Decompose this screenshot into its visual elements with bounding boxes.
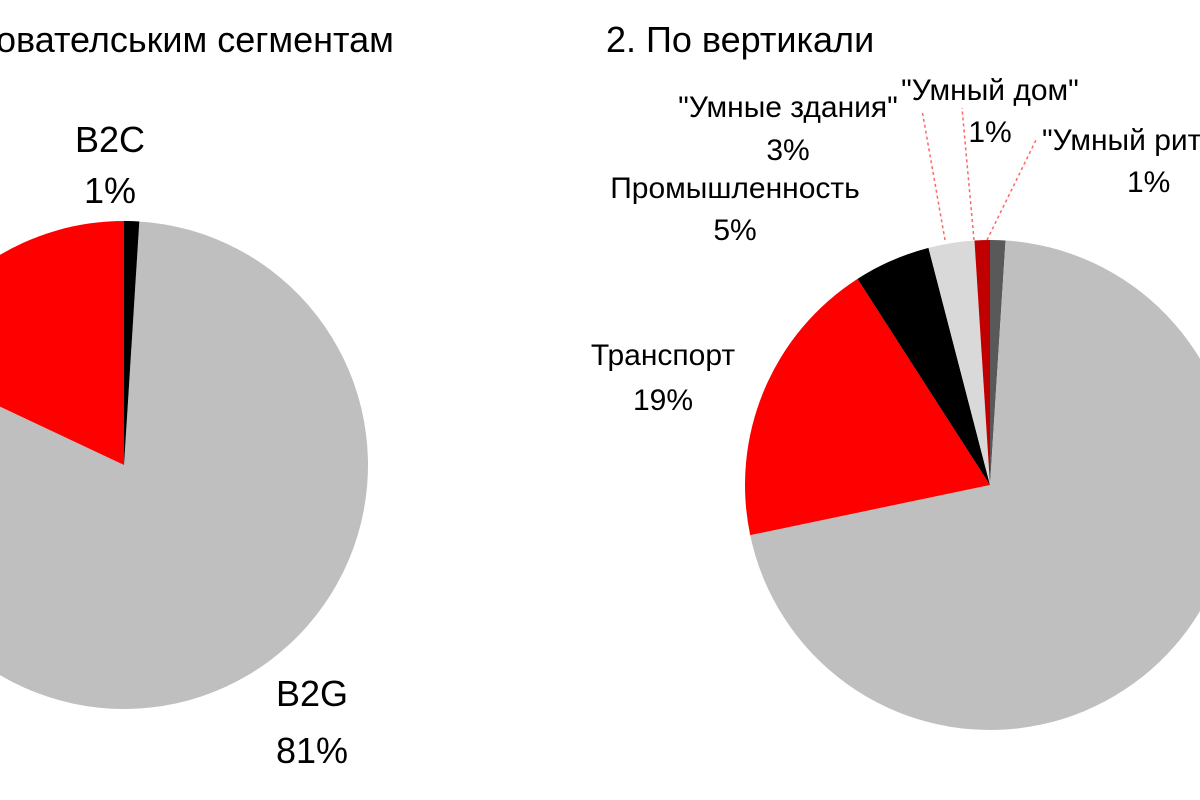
chart-1-slice-b2b [0,221,124,465]
chart-1-label-b2g: B2G [276,673,348,714]
chart-1-slices [0,221,368,709]
chart-2-value-transport: 19% [633,384,693,417]
chart-2-label-industry: Промышленность [610,172,860,205]
chart-2-slice-smart-home [974,239,990,485]
chart-1-slice-b2g [0,221,368,709]
chart-2-slice-smart-retail [990,239,1006,485]
chart-1-title: ователським сегментам [0,19,394,60]
leader-line-smart-home [961,107,975,241]
chart-2-value-smart-buildings: 3% [766,134,809,167]
chart-2-leader-lines [921,107,1037,241]
chart-2-slice-industry [857,247,990,485]
chart-2-label-smart-home: "Умный дом" [901,74,1079,107]
chart-2-slice-transport [744,278,990,536]
chart-2-slices [744,239,1200,730]
chart-2-label-smart-buildings: "Умные здания" [678,91,898,124]
chart-2-value-smart-retail: 1% [1127,166,1170,199]
chart-2-slice-smart-buildings [928,240,990,485]
chart-1-value-b2c: 1% [84,170,136,211]
chart-2-label-transport: Транспорт [591,339,736,372]
chart-2-value-smart-home: 1% [968,116,1011,149]
leader-line-smart-retail [986,139,1037,241]
chart-1-slice-b2c [124,221,140,465]
chart-2-slice-other [750,240,1200,730]
chart-2-title: 2. По вертикали [606,19,874,60]
chart-1-value-b2g: 81% [276,730,348,771]
chart-2-value-industry: 5% [713,214,756,247]
chart-1-label-b2c: B2C [75,119,145,160]
leader-line-smart-buildings [921,109,946,241]
chart-2-label-smart-retail: "Умный ритейл" [1042,124,1200,157]
